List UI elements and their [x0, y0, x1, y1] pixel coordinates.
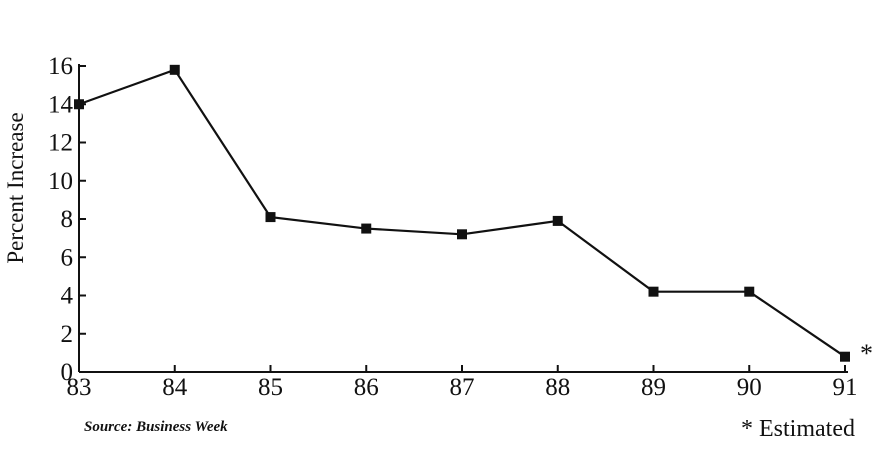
series-line — [78, 68, 846, 358]
source-note: Source: Business Week — [84, 419, 228, 435]
x-tick-label: 86 — [354, 374, 379, 401]
x-tick-label: 87 — [450, 374, 475, 401]
y-tick-label: 4 — [61, 283, 74, 310]
data-point — [361, 223, 372, 234]
y-tick-label: 0 — [61, 359, 74, 386]
data-point — [265, 212, 276, 223]
y-tick-label: 8 — [61, 206, 74, 233]
y-ticks: 0 2 4 6 8 10 12 14 16 — [48, 53, 86, 386]
y-tick-label: 16 — [48, 53, 73, 80]
x-tick-label: 91 — [833, 374, 858, 401]
estimated-footnote: * Estimated — [741, 416, 855, 442]
x-tick-label: 89 — [641, 374, 666, 401]
axes — [78, 64, 848, 373]
y-tick-label: 12 — [48, 130, 73, 157]
y-axis-title: Percent Increase — [3, 112, 28, 263]
y-tick-label: 2 — [61, 321, 74, 348]
y-tick-label: 14 — [48, 91, 74, 118]
data-point — [648, 286, 659, 297]
x-tick-label: 88 — [545, 374, 570, 401]
data-point — [840, 351, 850, 362]
data-point — [744, 286, 755, 297]
x-tick-label: 85 — [258, 374, 283, 401]
x-tick-label: 84 — [162, 374, 188, 401]
x-tick-label: 90 — [737, 374, 762, 401]
y-tick-label: 6 — [61, 244, 74, 271]
data-point — [457, 229, 467, 240]
estimated-marker: * — [860, 339, 873, 368]
data-point — [169, 64, 180, 75]
x-ticks: 83 84 85 86 87 88 89 90 91 — [67, 365, 858, 401]
y-tick-label: 10 — [48, 168, 73, 195]
data-point — [552, 215, 563, 226]
data-markers — [74, 64, 850, 362]
x-tick-label: 83 — [67, 374, 92, 401]
data-point — [74, 99, 84, 110]
